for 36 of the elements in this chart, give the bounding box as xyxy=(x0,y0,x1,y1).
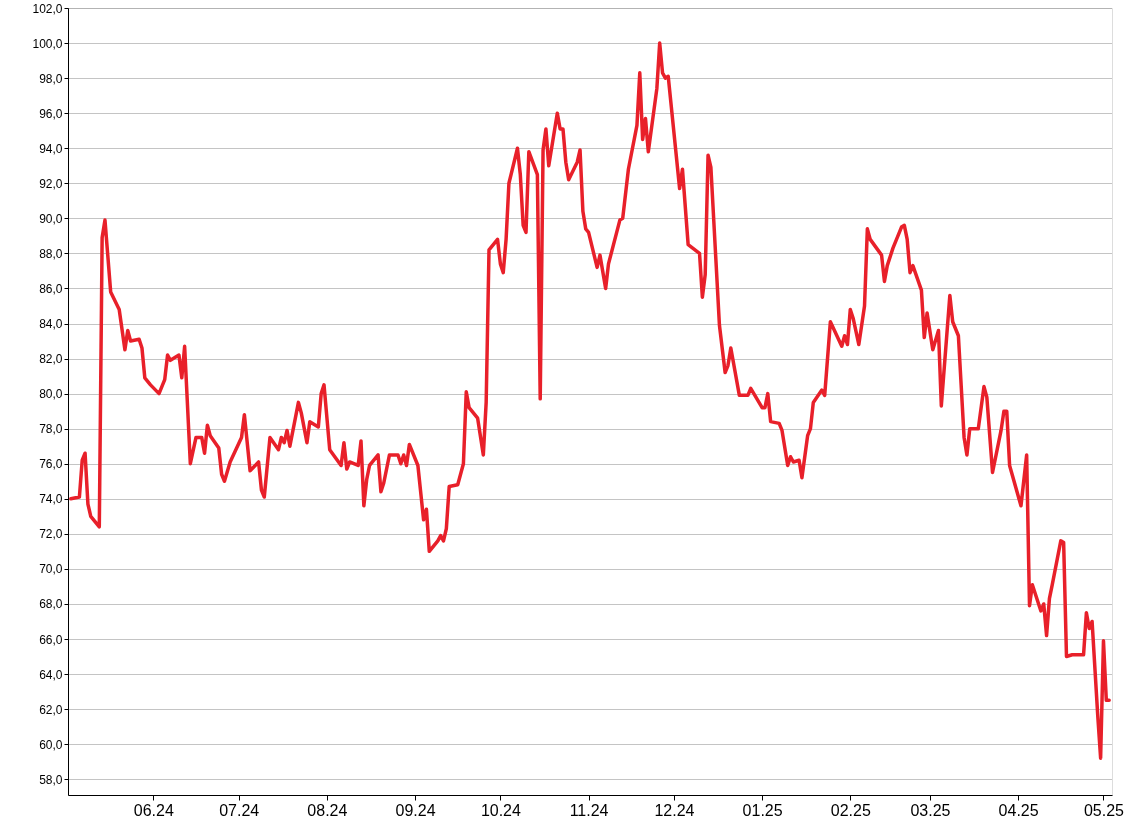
y-tick-label: 80,0 xyxy=(39,387,63,402)
x-tick-label: 02.25 xyxy=(830,801,871,819)
y-tick-label: 70,0 xyxy=(39,562,63,577)
y-tick-label: 84,0 xyxy=(39,317,63,331)
y-tick-label: 88,0 xyxy=(39,246,63,261)
x-tick-label: 11.24 xyxy=(569,801,609,819)
x-tick-label: 12.24 xyxy=(654,801,695,819)
y-tick-label: 102,0 xyxy=(32,1,63,16)
y-tick-label: 62,0 xyxy=(39,702,63,717)
x-tick-label: 07.24 xyxy=(219,801,260,819)
line-series xyxy=(69,41,1111,760)
x-tick-label: 01.25 xyxy=(742,801,783,819)
x-tick-label: 03.25 xyxy=(910,801,951,819)
y-tick-label: 60,0 xyxy=(39,737,63,752)
y-tick-label: 68,0 xyxy=(39,597,63,612)
y-tick-label: 96,0 xyxy=(39,106,63,121)
y-tick-label: 94,0 xyxy=(39,141,63,156)
y-tick-label: 100,0 xyxy=(32,36,63,51)
x-tick-label: 09.24 xyxy=(395,801,436,819)
x-tick-label: 05.25 xyxy=(1083,801,1125,819)
y-tick-label: 74,0 xyxy=(39,492,63,507)
y-tick-label: 98,0 xyxy=(39,71,63,86)
y-tick-label: 76,0 xyxy=(39,457,63,472)
y-tick-label: 58,0 xyxy=(39,772,63,787)
y-tick-label: 72,0 xyxy=(39,527,63,542)
x-tick-label: 04.25 xyxy=(998,801,1039,819)
y-tick-label: 64,0 xyxy=(39,667,63,682)
x-tick-label: 08.24 xyxy=(307,801,348,819)
y-tick-label: 82,0 xyxy=(39,352,63,367)
y-tick-label: 90,0 xyxy=(39,211,63,226)
y-tick-label: 92,0 xyxy=(39,176,63,191)
y-tick-label: 86,0 xyxy=(39,281,63,296)
y-tick-label: 78,0 xyxy=(39,422,63,437)
x-tick-label: 06.24 xyxy=(133,801,174,819)
y-tick-label: 66,0 xyxy=(39,632,63,647)
x-tick-label: 10.24 xyxy=(480,801,522,819)
